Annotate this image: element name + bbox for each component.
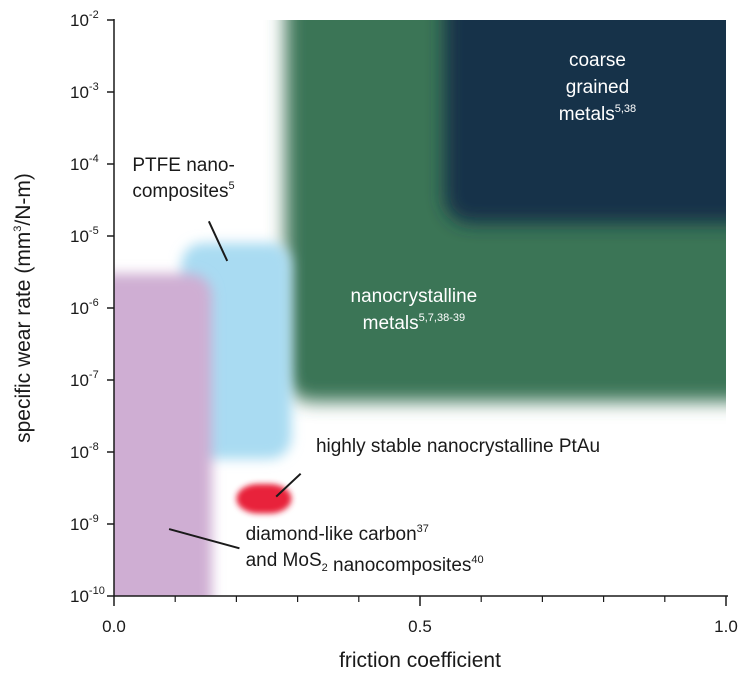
y-tick-label: 10-4 [70, 153, 99, 174]
annotation-dlc: diamond-like carbon37 [246, 523, 429, 545]
region-label-nanocrystalline-metals: metals5,7,38-39 [363, 312, 465, 334]
y-tick-label: 10-7 [70, 369, 99, 390]
y-tick-label: 10-3 [70, 81, 99, 102]
annotation-ptfe: PTFE nano- [132, 155, 234, 176]
region-label-coarse-grained-metals: coarse [569, 50, 626, 71]
annotations-layer: nanocrystalline metals5,7,38-39 coarse grai… [132, 50, 636, 576]
leader-line-dlc [168, 528, 240, 550]
x-tick-label: 1.0 [714, 617, 738, 636]
regions-layer [114, 20, 726, 596]
annotation-ptfe: composites5 [132, 180, 234, 202]
x-tick-label: 0.5 [408, 617, 432, 636]
axes-layer: 0.0 0.5 1.0 10-10 10-9 10-8 10-7 10-6 10-5 10-4 10… [12, 9, 738, 672]
x-tick-label: 0.0 [102, 617, 126, 636]
region-label-coarse-grained-metals: grained [566, 77, 629, 98]
region-label-coarse-grained-metals: metals5,38 [559, 103, 636, 125]
y-tick-label: 10-10 [70, 585, 105, 606]
y-tick-label: 10-5 [70, 225, 99, 246]
region-diamond-like-carbon [114, 273, 212, 596]
annotation-ptau: highly stable nanocrystalline PtAu [316, 436, 600, 457]
region-label-nanocrystalline-metals: nanocrystalline [351, 286, 478, 307]
y-tick-label: 10-8 [70, 441, 99, 462]
x-axis-title: friction coefficient [339, 649, 501, 672]
annotation-dlc: and MoS2 nanocomposites40 [246, 550, 484, 576]
y-axis-title: specific wear rate (mm3/N-m) [12, 173, 35, 443]
region-highly-stable-ptau [236, 483, 292, 514]
y-tick-label: 10-6 [70, 297, 99, 318]
leader-line-ptau [275, 472, 302, 498]
region-coarse-grained-metals [444, 20, 726, 224]
y-tick-label: 10-9 [70, 513, 99, 534]
leader-line-ptfe [207, 220, 229, 262]
y-tick-label: 10-2 [70, 9, 99, 30]
